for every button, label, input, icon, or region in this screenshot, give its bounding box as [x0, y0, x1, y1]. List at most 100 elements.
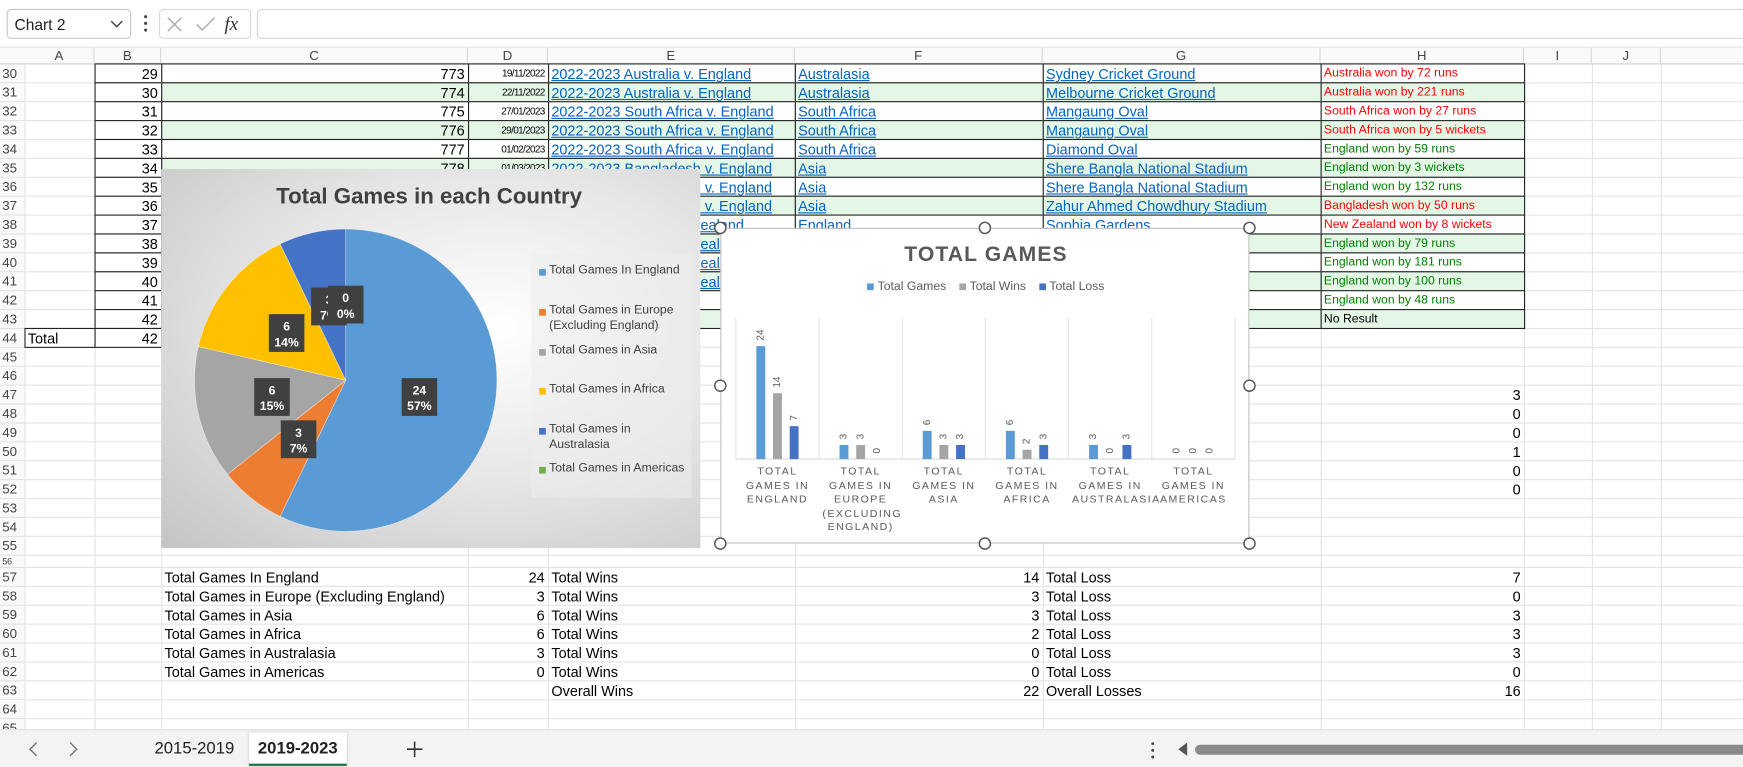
cell-number: 776	[440, 122, 465, 139]
column-header: J	[1592, 47, 1661, 65]
cell-link[interactable]: Asia	[798, 160, 827, 177]
add-sheet[interactable]	[406, 741, 423, 757]
cell-link[interactable]: Melbourne Cricket Ground	[1046, 84, 1216, 102]
formula-input[interactable]	[256, 8, 1743, 39]
cell-number: 36	[141, 197, 158, 215]
bar	[956, 444, 965, 460]
cell-number: 3	[536, 588, 545, 605]
handle[interactable]	[714, 379, 727, 393]
horizontal-scrollbar[interactable]	[1194, 744, 1743, 755]
grid-line	[1320, 64, 1322, 730]
data-label-percent: 57%	[407, 399, 432, 413]
more-icon[interactable]	[142, 13, 149, 33]
cell-text: Total Loss	[1046, 588, 1112, 605]
tab-nav-arrows[interactable]	[24, 741, 82, 757]
handle[interactable]	[714, 537, 727, 550]
bar-chart[interactable]: TOTAL GAMES 24 3 6 6 3 0 14 3 3 2 0 0 7 0 3 3 3 0 Total Ga…	[720, 227, 1250, 544]
cell-link[interactable]: 2022-2023 South Africa v. England	[551, 122, 774, 139]
cell-number: 0	[1031, 644, 1040, 662]
cell-link[interactable]: Diamond Oval	[1046, 141, 1138, 158]
cell-number: 38	[141, 235, 158, 253]
data-label: 0	[1105, 448, 1116, 454]
bar	[939, 444, 949, 460]
category-label: TOTAL GAMES IN AUSTRALASIA	[1071, 465, 1161, 506]
data-label-box	[401, 378, 438, 416]
cell-link[interactable]: 2022-2023 Australia v. England	[551, 65, 752, 83]
cell-link[interactable]: Shere Bangla National Stadium	[1046, 160, 1248, 177]
cell-number: 774	[440, 84, 465, 102]
category-label: TOTAL GAMES IN EUROPE (EXCLUDING ENGLAND…	[822, 465, 902, 534]
cell-link[interactable]: Sydney Cricket Ground	[1046, 65, 1196, 83]
cell-link[interactable]: Shere Bangla National Stadium	[1046, 178, 1248, 196]
category-label: TOTAL GAMES IN ASIA	[912, 465, 976, 506]
cell-text: Overall Wins	[551, 682, 634, 700]
legend-label: Total Games in Africa	[549, 382, 665, 396]
cell-result: New Zealand won by 8 wickets	[1323, 217, 1492, 232]
cell-link[interactable]: South Africa	[798, 141, 877, 158]
cell-link[interactable]: South Africa	[798, 103, 877, 121]
cell-link[interactable]: Zahur Ahmed Chowdhury Stadium	[1046, 197, 1267, 215]
handle[interactable]	[1243, 379, 1256, 393]
data-label-box	[268, 314, 305, 352]
row-header: 62	[0, 662, 25, 682]
cell-link[interactable]: Mangaung Oval	[1046, 103, 1149, 121]
legend-swatch	[867, 283, 875, 291]
handle[interactable]	[978, 537, 992, 550]
bar	[756, 346, 766, 460]
cell-link[interactable]: Australasia	[798, 84, 870, 102]
legend-label: Total Games	[877, 280, 947, 294]
cell-link[interactable]: 2022-2023 Australia v. England	[551, 84, 752, 102]
cell-number: 0	[1512, 462, 1521, 480]
grid-line	[24, 680, 1743, 682]
data-label-percent: 7%	[290, 441, 308, 455]
formula-bar: Chart 2 fx	[0, 0, 1743, 48]
row-header: 46	[0, 366, 25, 386]
cell-text: Total Loss	[1046, 663, 1112, 681]
cell-date: 22/11/2022	[502, 86, 545, 98]
cell-number: 29	[141, 65, 158, 83]
cell-number: 3	[1512, 625, 1521, 643]
cell-number: 37	[141, 216, 158, 234]
cell-link[interactable]: Asia	[798, 197, 827, 215]
column-header: B	[94, 47, 162, 65]
cell-link[interactable]: Mangaung Oval	[1046, 122, 1149, 139]
legend-swatch	[539, 466, 546, 474]
sheet-tab-bar: 2015-2019 2019-2023	[0, 729, 1743, 767]
cell-link[interactable]: Asia	[798, 178, 827, 196]
row-header: 31	[0, 83, 25, 103]
fx-button[interactable]: fx	[224, 13, 239, 35]
grid-line	[24, 699, 1743, 701]
handle[interactable]	[978, 221, 992, 235]
cell-link[interactable]: South Africa	[798, 122, 877, 139]
handle[interactable]	[1243, 221, 1256, 235]
data-label-percent: 15%	[260, 399, 285, 413]
row-header: 61	[0, 643, 25, 663]
row-header: 56	[0, 555, 25, 569]
cell-number: 6	[536, 625, 545, 643]
cell-text: Total Games in Europe (Excluding England…	[164, 588, 445, 605]
cell-text: Total Games in Asia	[164, 606, 293, 624]
row-header: 54	[0, 518, 25, 537]
data-label: 3	[855, 433, 866, 439]
handle[interactable]	[714, 221, 727, 235]
data-label: 6	[922, 419, 933, 425]
scroll-left[interactable]	[1176, 742, 1189, 756]
cell-number: 34	[141, 160, 158, 177]
pie-chart[interactable]: Total Games in each Country 24 57% 3 7% 6 15% 6…	[161, 168, 701, 549]
row-header: 55	[0, 536, 25, 556]
cell-link[interactable]: Australasia	[798, 65, 870, 83]
more-icon[interactable]	[1149, 741, 1156, 759]
name-box[interactable]: Chart 2	[6, 8, 132, 39]
cell-link[interactable]: 2022-2023 South Africa v. England	[551, 103, 774, 121]
cell-result: England won by 181 runs	[1323, 255, 1462, 270]
row-header: 44	[0, 329, 25, 348]
data-label: 3	[1038, 433, 1049, 439]
handle[interactable]	[1243, 537, 1256, 550]
cell-text: Total Wins	[551, 663, 619, 681]
sheet-tab[interactable]: 2019-2023	[249, 732, 347, 766]
cell-number: 0	[1512, 424, 1521, 442]
sheet-tab[interactable]: 2015-2019	[154, 739, 235, 759]
cell-link[interactable]: 2022-2023 South Africa v. England	[551, 141, 774, 158]
legend-item: Total Wins	[959, 280, 1026, 293]
cancel-enter-icons[interactable]	[166, 17, 222, 33]
